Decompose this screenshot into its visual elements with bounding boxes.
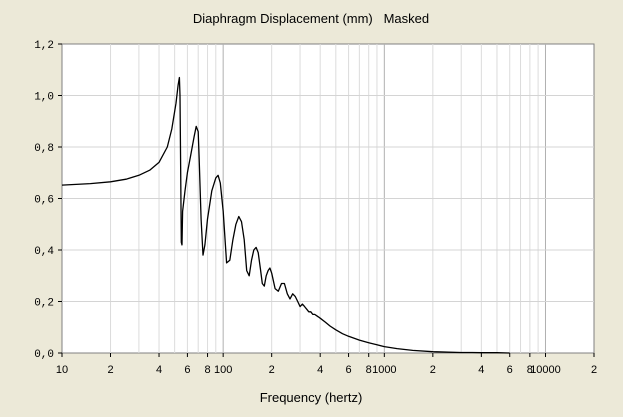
x-tick-label: 8 bbox=[366, 364, 372, 376]
x-tick-label: 8 bbox=[204, 364, 210, 376]
x-tick-label: 6 bbox=[346, 364, 352, 376]
x-tick-label: 4 bbox=[317, 364, 323, 376]
x-axis-label: Frequency (hertz) bbox=[260, 390, 363, 405]
x-tick-label: 2 bbox=[107, 364, 113, 376]
x-tick-label: 6 bbox=[507, 364, 513, 376]
x-tick-label: 2 bbox=[269, 364, 275, 376]
x-tick-label: 10000 bbox=[530, 364, 561, 376]
x-tick-label: 8 bbox=[527, 364, 533, 376]
x-tick-label: 6 bbox=[184, 364, 190, 376]
y-tick-label: 0,4 bbox=[34, 246, 54, 258]
y-tick-label: 1,2 bbox=[34, 40, 54, 52]
curve-layer bbox=[61, 76, 510, 354]
x-tick-label: 2 bbox=[430, 364, 436, 376]
y-tick-label: 0,0 bbox=[34, 349, 54, 361]
y-tick-label: 1,0 bbox=[34, 92, 54, 104]
x-tick-label: 2 bbox=[591, 364, 597, 376]
series-line bbox=[61, 76, 510, 354]
chart-title: Diaphragm Displacement (mm) Masked bbox=[193, 11, 429, 26]
x-tick-label: 100 bbox=[214, 364, 232, 376]
x-tick-label: 4 bbox=[478, 364, 484, 376]
x-tick-label: 4 bbox=[156, 364, 162, 376]
y-tick-label: 0,6 bbox=[34, 195, 54, 207]
x-tick-label: 1000 bbox=[372, 364, 396, 376]
y-axis-ticks: 0,0 0,2 0,4 0,6 0,8 1,0 1,2 bbox=[34, 40, 62, 361]
grid bbox=[62, 44, 594, 353]
y-tick-label: 0,8 bbox=[34, 143, 54, 155]
y-tick-label: 0,2 bbox=[34, 298, 54, 310]
x-tick-label: 10 bbox=[56, 364, 68, 376]
